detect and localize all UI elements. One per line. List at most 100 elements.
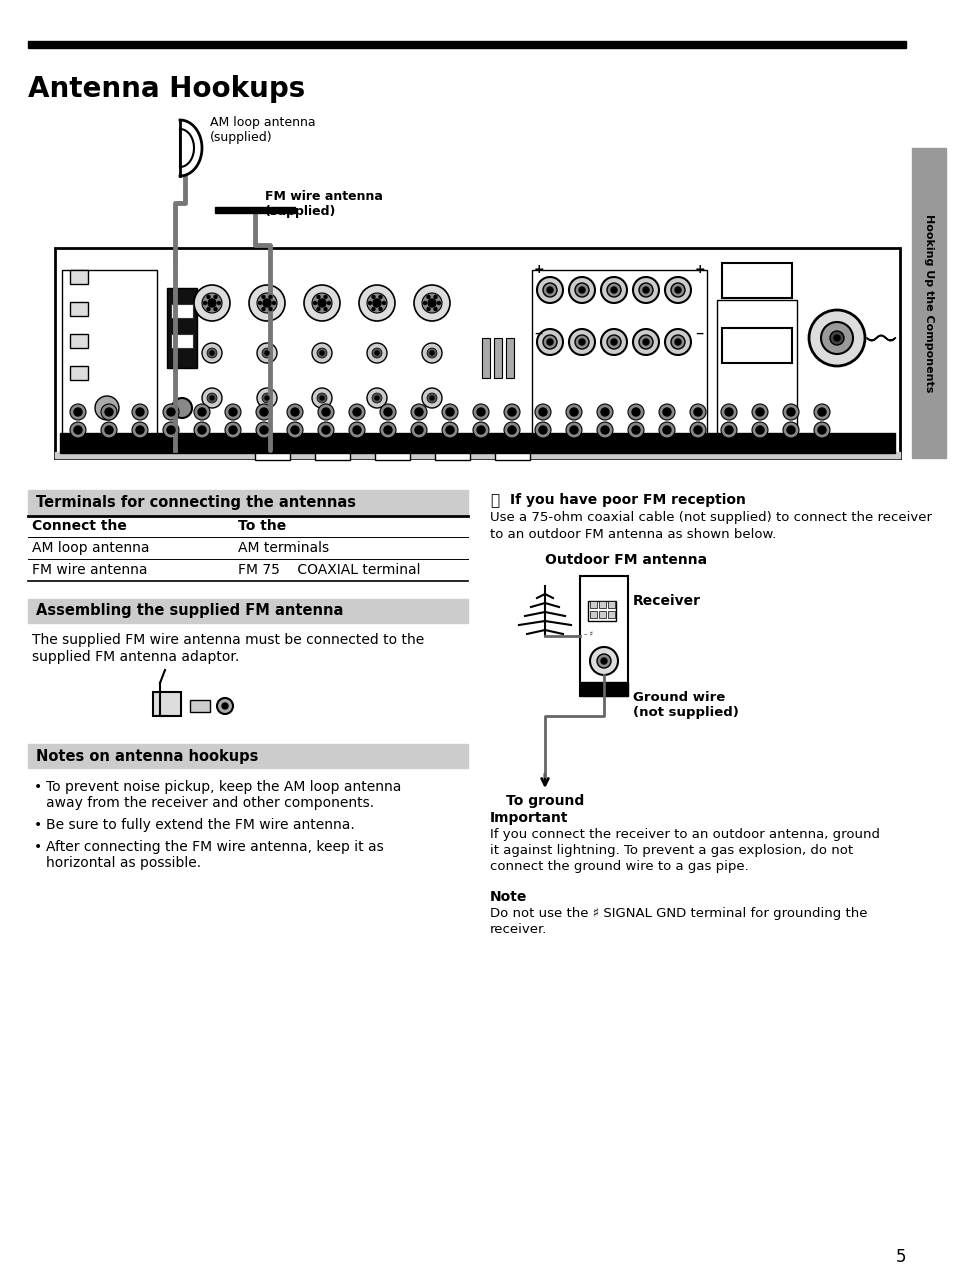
Circle shape — [664, 329, 690, 355]
Bar — [190, 699, 210, 712]
Text: The supplied FM wire antenna must be connected to the: The supplied FM wire antenna must be con… — [32, 633, 424, 647]
Circle shape — [70, 422, 86, 438]
Circle shape — [782, 422, 799, 438]
Text: receiver.: receiver. — [490, 922, 547, 936]
Circle shape — [600, 408, 608, 417]
Circle shape — [642, 339, 648, 345]
Circle shape — [207, 296, 210, 298]
Bar — [70, 334, 88, 348]
Circle shape — [375, 352, 378, 355]
Circle shape — [322, 408, 330, 417]
Circle shape — [755, 426, 763, 434]
Circle shape — [597, 404, 613, 420]
Circle shape — [434, 307, 436, 311]
Circle shape — [255, 404, 272, 420]
Circle shape — [782, 404, 799, 420]
Bar — [214, 206, 294, 213]
Circle shape — [642, 287, 648, 293]
Circle shape — [631, 426, 639, 434]
Circle shape — [675, 339, 680, 345]
Circle shape — [101, 422, 117, 438]
Circle shape — [423, 302, 426, 304]
Circle shape — [74, 426, 82, 434]
Circle shape — [208, 299, 215, 307]
Text: Notes on antenna hookups: Notes on antenna hookups — [36, 749, 258, 763]
Circle shape — [378, 296, 381, 298]
Bar — [70, 302, 88, 316]
Circle shape — [193, 404, 210, 420]
Circle shape — [101, 404, 117, 420]
Circle shape — [689, 404, 705, 420]
Text: Receiver: Receiver — [633, 594, 700, 608]
Text: –: – — [534, 324, 542, 341]
Circle shape — [428, 299, 436, 307]
Circle shape — [210, 396, 213, 400]
Circle shape — [74, 408, 82, 417]
Circle shape — [446, 426, 454, 434]
Circle shape — [421, 389, 441, 408]
Circle shape — [291, 408, 298, 417]
Circle shape — [414, 285, 450, 321]
Circle shape — [568, 329, 595, 355]
Circle shape — [167, 408, 174, 417]
Circle shape — [542, 335, 557, 349]
Circle shape — [327, 302, 330, 304]
Circle shape — [633, 329, 659, 355]
Text: •: • — [34, 840, 42, 854]
Text: AM loop antenna: AM loop antenna — [32, 541, 150, 555]
Circle shape — [225, 404, 241, 420]
Bar — [167, 288, 196, 368]
Circle shape — [229, 408, 236, 417]
Circle shape — [535, 422, 551, 438]
Circle shape — [597, 422, 613, 438]
Circle shape — [163, 404, 179, 420]
Circle shape — [317, 404, 334, 420]
Circle shape — [578, 339, 584, 345]
Text: ✨: ✨ — [490, 493, 498, 508]
Text: •: • — [34, 818, 42, 832]
Circle shape — [538, 408, 546, 417]
Circle shape — [503, 404, 519, 420]
Circle shape — [575, 283, 588, 297]
Circle shape — [222, 703, 228, 710]
Circle shape — [132, 422, 148, 438]
Circle shape — [225, 422, 241, 438]
Circle shape — [262, 348, 272, 358]
Text: Assembling the supplied FM antenna: Assembling the supplied FM antenna — [36, 604, 343, 618]
Circle shape — [808, 310, 864, 366]
Circle shape — [213, 296, 216, 298]
Circle shape — [349, 404, 365, 420]
Bar — [607, 612, 615, 618]
Circle shape — [193, 285, 230, 321]
Circle shape — [255, 422, 272, 438]
Circle shape — [600, 426, 608, 434]
Circle shape — [163, 422, 179, 438]
Circle shape — [639, 283, 652, 297]
Circle shape — [375, 396, 378, 400]
Text: •: • — [34, 780, 42, 794]
Bar — [28, 490, 468, 513]
Circle shape — [415, 426, 422, 434]
Circle shape — [373, 299, 380, 307]
Circle shape — [379, 422, 395, 438]
Circle shape — [755, 408, 763, 417]
Bar — [589, 612, 597, 618]
Circle shape — [229, 426, 236, 434]
Circle shape — [216, 698, 233, 713]
Text: Be sure to fully extend the FM wire antenna.: Be sure to fully extend the FM wire ante… — [46, 818, 355, 832]
Circle shape — [720, 404, 737, 420]
Bar — [721, 327, 791, 363]
Bar — [375, 442, 410, 460]
Circle shape — [627, 422, 643, 438]
Circle shape — [600, 657, 606, 664]
Circle shape — [263, 299, 271, 307]
Circle shape — [312, 343, 332, 363]
Circle shape — [262, 307, 265, 311]
Circle shape — [273, 302, 275, 304]
Bar — [171, 334, 193, 348]
Circle shape — [367, 343, 387, 363]
Text: Note: Note — [490, 891, 527, 905]
Bar — [70, 270, 88, 284]
Circle shape — [813, 422, 829, 438]
Text: Use a 75-ohm coaxial cable (not supplied) to connect the receiver: Use a 75-ohm coaxial cable (not supplied… — [490, 511, 931, 524]
